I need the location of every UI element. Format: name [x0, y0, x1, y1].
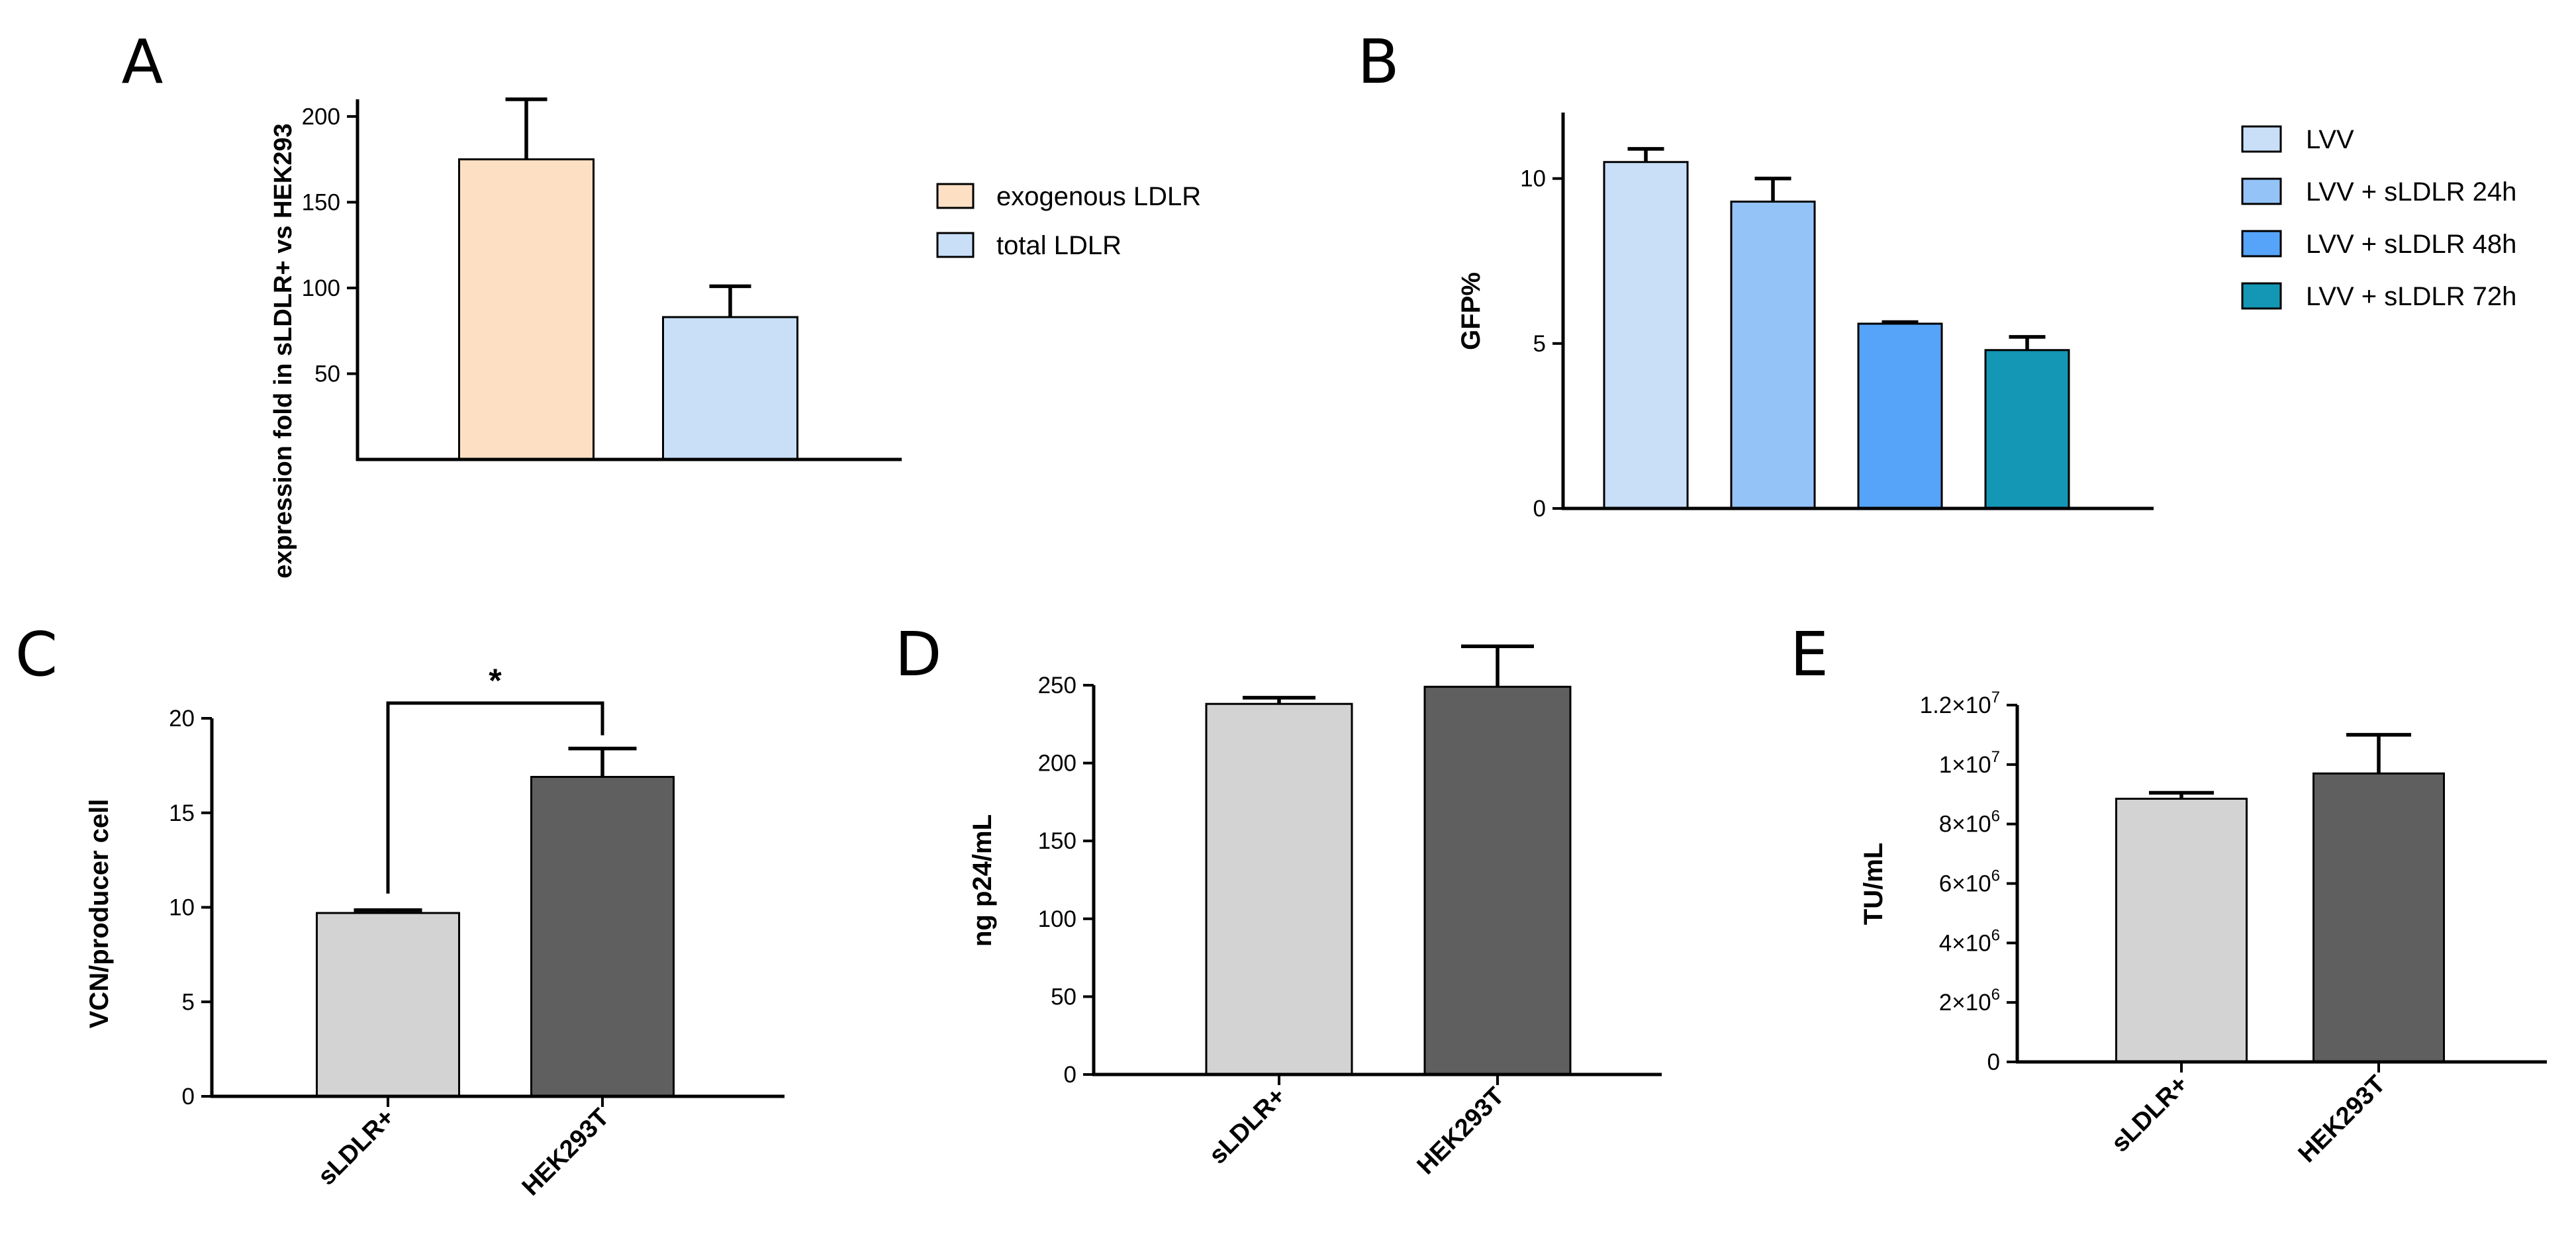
y-tick-label: 50 — [1051, 984, 1076, 1010]
bar-sldlr — [316, 912, 460, 1098]
y-tick-label: 100 — [302, 275, 340, 301]
x-tick-label: sLDLR+ — [312, 1104, 400, 1191]
legend-swatch-exogenous-ldlr — [936, 183, 975, 209]
x-tick-label: HEK293T — [1412, 1082, 1510, 1180]
legend-label-lvv-sldlr-48h: LVV + sLDLR 48h — [2306, 230, 2516, 259]
y-tick-label: 0 — [1533, 496, 1546, 522]
x-tick-label: sLDLR+ — [2106, 1071, 2193, 1158]
bar-lvv — [1603, 161, 1689, 510]
y-axis-title: GFP% — [1456, 272, 1486, 350]
bar-hek293t — [1423, 685, 1572, 1076]
y-tick-label: 100 — [1038, 906, 1076, 932]
bar-total-ldlr — [662, 316, 798, 461]
panel-letter: D — [895, 619, 942, 690]
y-tick-label: 200 — [1038, 751, 1076, 777]
y-tick-label: 200 — [302, 104, 340, 130]
y-tick-label: 4×106 — [1939, 926, 2000, 956]
y-tick-label: 0 — [1064, 1062, 1076, 1088]
panel-d: D 0 50 100 150 200 250 sLDLR+ HEK293T ng p24/mL — [895, 619, 1662, 1180]
panel-c: C 0 5 10 15 20 sLDLR+ HEK293T VCN/producer cell * — [15, 619, 785, 1201]
legend-swatch-lvv — [2241, 125, 2282, 153]
y-tick-label: 0 — [1987, 1049, 2000, 1075]
legend-label-lvv: LVV — [2306, 125, 2354, 154]
y-tick-label: 8×106 — [1939, 808, 2000, 837]
x-tick-label: HEK293T — [2293, 1071, 2391, 1168]
panel-letter: B — [1357, 26, 1399, 97]
legend-label-exogenous-ldlr: exogenous LDLR — [996, 182, 1201, 211]
legend-label-total-ldlr: total LDLR — [996, 231, 1121, 260]
legend: LVV LVV + sLDLR 24h LVV + sLDLR 48h LVV + s… — [2241, 125, 2516, 311]
significance-bracket — [386, 701, 604, 894]
y-axis-title: TU/mL — [1859, 843, 1888, 925]
bar-exogenous-ldlr — [458, 158, 595, 461]
x-tick-label: sLDLR+ — [1204, 1082, 1291, 1170]
panel-letter: E — [1790, 619, 1829, 690]
y-axis-title: ng p24/mL — [968, 814, 997, 947]
bar-hek293t — [530, 776, 675, 1098]
y-axis-title: VCN/producer cell — [85, 799, 114, 1029]
legend: exogenous LDLR total LDLR — [936, 182, 1201, 260]
bar-lvv-sldlr-72h — [1984, 349, 2070, 510]
panel-e: E 0 2×106 4×106 6×106 8×106 1×107 1.2×107 sLDLR+… — [1790, 619, 2547, 1168]
y-tick-label: 1.2×107 — [1920, 689, 2000, 718]
legend-swatch-lvv-sldlr-48h — [2241, 230, 2282, 258]
y-tick-label: 10 — [1520, 166, 1546, 192]
significance-label: * — [489, 662, 502, 699]
panel-letter: C — [15, 619, 58, 690]
y-tick-label: 20 — [169, 706, 195, 732]
bar-lvv-sldlr-48h — [1857, 322, 1943, 510]
bar-lvv-sldlr-24h — [1730, 201, 1816, 510]
legend-swatch-lvv-sldlr-24h — [2241, 177, 2282, 205]
y-tick-label: 5 — [1533, 331, 1546, 357]
y-tick-label: 10 — [169, 895, 195, 921]
legend-label-lvv-sldlr-72h: LVV + sLDLR 72h — [2306, 282, 2516, 311]
y-tick-label: 15 — [169, 800, 195, 826]
x-tick-label: HEK293T — [517, 1104, 615, 1202]
y-tick-label: 250 — [1038, 673, 1076, 698]
y-tick-label: 150 — [302, 189, 340, 215]
bar-hek293t — [2313, 772, 2445, 1063]
y-tick-label: 2×106 — [1939, 986, 2000, 1016]
y-tick-label: 1×107 — [1939, 748, 2000, 778]
y-tick-label: 150 — [1038, 828, 1076, 854]
y-tick-label: 50 — [314, 361, 340, 387]
y-tick-label: 6×106 — [1939, 867, 2000, 897]
bar-sldlr — [1205, 702, 1353, 1076]
legend-swatch-lvv-sldlr-72h — [2241, 282, 2282, 310]
y-tick-label: 5 — [182, 989, 195, 1015]
bar-sldlr — [2115, 797, 2248, 1063]
panel-b: B 0 5 10 GFP% LVV LVV + sLDLR 24h LVV + sLDLR 4… — [1357, 26, 2516, 522]
y-tick-label: 0 — [182, 1084, 195, 1110]
panel-letter: A — [122, 26, 164, 97]
y-axis-title: expression fold in sLDLR+ vs HEK293 — [269, 123, 297, 578]
legend-label-lvv-sldlr-24h: LVV + sLDLR 24h — [2306, 177, 2516, 207]
legend-swatch-total-ldlr — [936, 232, 975, 258]
